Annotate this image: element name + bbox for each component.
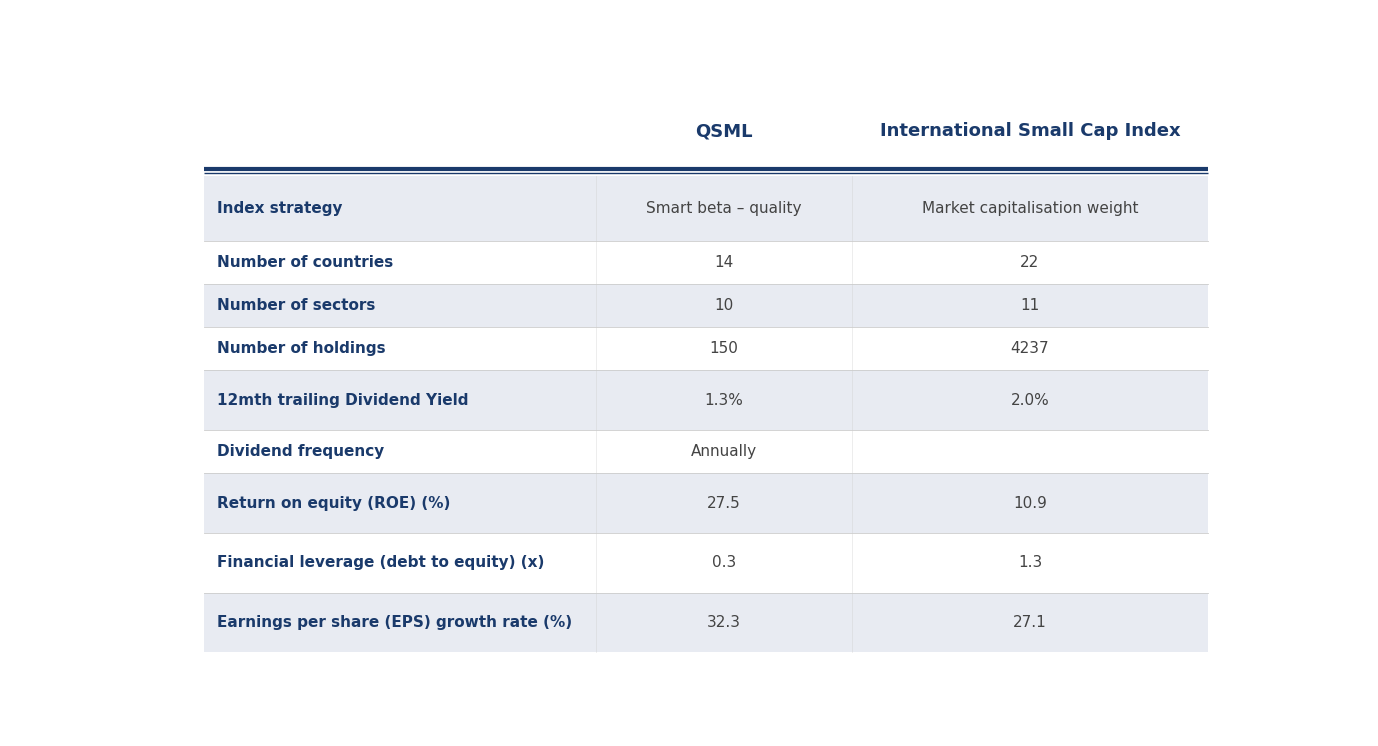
Text: 14: 14	[714, 255, 733, 270]
Text: 150: 150	[710, 342, 739, 357]
Text: 0.3: 0.3	[711, 555, 736, 571]
Text: 4237: 4237	[1010, 342, 1049, 357]
Text: 10: 10	[714, 298, 733, 313]
Text: Market capitalisation weight: Market capitalisation weight	[922, 201, 1138, 216]
Text: Financial leverage (debt to equity) (x): Financial leverage (debt to equity) (x)	[218, 555, 544, 571]
Text: Earnings per share (EPS) growth rate (%): Earnings per share (EPS) growth rate (%)	[218, 615, 572, 630]
Bar	[204, 327, 1209, 371]
Bar	[204, 175, 1209, 242]
Text: Index strategy: Index strategy	[218, 201, 343, 216]
Text: Return on equity (ROE) (%): Return on equity (ROE) (%)	[218, 495, 451, 510]
Text: QSML: QSML	[695, 122, 752, 140]
Text: 32.3: 32.3	[707, 615, 741, 630]
Text: 12mth trailing Dividend Yield: 12mth trailing Dividend Yield	[218, 393, 469, 408]
Text: 1.3%: 1.3%	[704, 393, 743, 408]
Bar	[204, 242, 1209, 284]
Text: Smart beta – quality: Smart beta – quality	[646, 201, 802, 216]
Text: 27.1: 27.1	[1013, 615, 1047, 630]
Text: Number of countries: Number of countries	[218, 255, 393, 270]
Text: 1.3: 1.3	[1018, 555, 1042, 571]
Bar	[204, 430, 1209, 473]
Text: Dividend frequency: Dividend frequency	[218, 444, 384, 460]
Text: 11: 11	[1020, 298, 1039, 313]
Text: 10.9: 10.9	[1013, 495, 1047, 510]
Text: International Small Cap Index: International Small Cap Index	[879, 122, 1181, 140]
Bar	[204, 371, 1209, 430]
Text: 2.0%: 2.0%	[1010, 393, 1050, 408]
Text: Annually: Annually	[690, 444, 757, 460]
Text: 27.5: 27.5	[707, 495, 740, 510]
Bar	[204, 593, 1209, 653]
Text: Number of holdings: Number of holdings	[218, 342, 386, 357]
Bar	[204, 533, 1209, 593]
Bar	[204, 473, 1209, 533]
Text: 22: 22	[1020, 255, 1039, 270]
Bar	[204, 284, 1209, 327]
Text: Number of sectors: Number of sectors	[218, 298, 375, 313]
